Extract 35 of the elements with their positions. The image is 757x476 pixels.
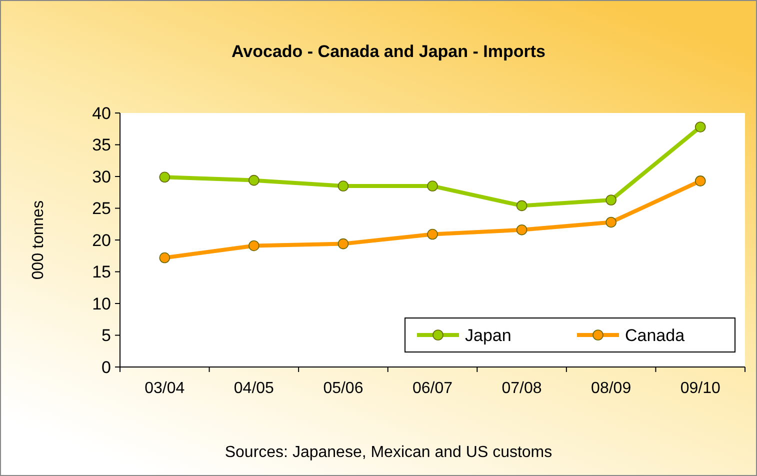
y-tick-label: 25	[92, 199, 111, 218]
y-tick-label: 0	[102, 358, 111, 377]
chart-title: Avocado - Canada and Japan - Imports	[232, 42, 546, 61]
x-tick-label: 08/09	[591, 380, 632, 397]
point	[694, 176, 706, 186]
x-tick-label: 03/04	[144, 380, 185, 397]
y-axis-title: 000 tonnes	[30, 200, 47, 280]
legend-label: Japan	[465, 326, 512, 345]
y-tick-label: 20	[92, 230, 111, 250]
point	[606, 194, 616, 206]
y-tick-label: 15	[92, 262, 111, 282]
x-tick-label: 04/05	[234, 380, 274, 397]
legend-label: Canada	[625, 326, 686, 345]
point	[606, 216, 616, 228]
y-tick-label: 30	[92, 167, 111, 186]
y-tick-label: 35	[92, 136, 111, 155]
x-tick-label: 07/08	[502, 380, 542, 397]
y-tick-label: 5	[102, 326, 111, 346]
point	[248, 240, 260, 252]
point	[427, 228, 438, 240]
point	[159, 252, 170, 264]
y-tick-label: 10	[92, 294, 111, 314]
point	[338, 180, 349, 192]
point	[338, 238, 349, 250]
source-note: Sources: Japanese, Mexican and US customs	[224, 444, 552, 461]
point	[516, 200, 528, 212]
y-tick-label: 40	[92, 104, 111, 123]
point	[248, 174, 260, 186]
point	[159, 172, 170, 183]
point	[516, 224, 528, 236]
point	[427, 180, 438, 192]
x-tick-label: 06/07	[412, 380, 453, 397]
point	[694, 122, 706, 132]
x-tick-label: 09/10	[680, 380, 720, 397]
x-tick-label: 05/06	[323, 380, 364, 397]
